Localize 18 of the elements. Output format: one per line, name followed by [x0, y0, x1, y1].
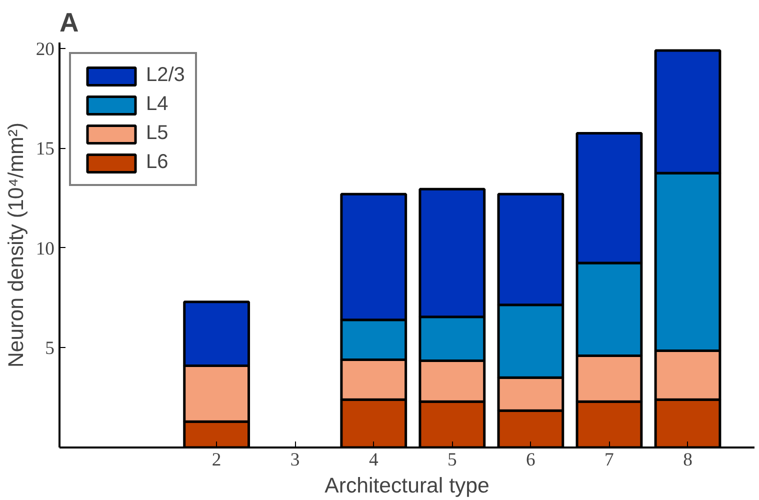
x-tick-label: 7 — [604, 450, 614, 470]
legend-label: L2/3 — [146, 64, 185, 87]
legend-label: L4 — [146, 93, 168, 116]
y-tick-label: 15 — [36, 138, 54, 160]
x-tick-label: 3 — [290, 450, 300, 470]
legend-label: L6 — [146, 151, 168, 174]
y-tick-label: 5 — [45, 338, 54, 360]
chart-title: A — [60, 8, 79, 38]
legend-label: L5 — [146, 122, 168, 145]
x-tick-label: 5 — [447, 450, 457, 470]
y-axis-title: Neuron density (10⁴/mm²) — [4, 122, 28, 368]
x-tick-label: 4 — [368, 450, 379, 470]
x-tick-label: 8 — [683, 450, 692, 470]
y-tick-label: 10 — [36, 238, 54, 260]
x-axis-title: Architectural type — [324, 474, 490, 498]
x-tick-label: 6 — [526, 450, 536, 470]
y-tick-label: 20 — [36, 38, 54, 60]
x-tick-label: 2 — [212, 450, 222, 470]
